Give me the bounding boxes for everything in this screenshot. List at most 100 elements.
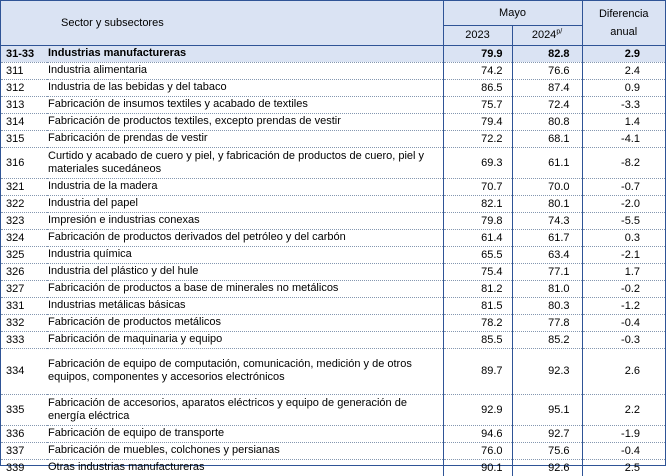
value-2024: 80.3 [511, 297, 582, 315]
value-2024: 61.1 [511, 147, 582, 179]
value-2024: 77.8 [511, 314, 582, 332]
subsector-code: 336 [1, 425, 47, 443]
subsector-name: Industria de las bebidas y del tabaco [47, 79, 443, 97]
annual-difference: -8.2 [581, 147, 665, 179]
subsector-name: Fabricación de prendas de vestir [47, 130, 443, 148]
total-name: Industrias manufactureras [47, 44, 443, 63]
sector-header: Sector y subsectores [1, 1, 443, 45]
subsector-name: Industria alimentaria [47, 62, 443, 80]
table-row: 337 Fabricación de muebles, colchones y p… [1, 442, 665, 460]
value-2023: 81.2 [442, 280, 512, 298]
value-2024: 80.1 [511, 195, 582, 213]
value-2023: 79.8 [442, 212, 512, 230]
subsector-code: 322 [1, 195, 47, 213]
annual-difference: -0.7 [581, 178, 665, 196]
annual-difference: -0.4 [581, 442, 665, 460]
subsector-code: 327 [1, 280, 47, 298]
subsector-name: Industria del plástico y del hule [47, 263, 443, 281]
subsector-name: Fabricación de muebles, colchones y pers… [47, 442, 443, 460]
value-2023: 81.5 [442, 297, 512, 315]
value-2024: 75.6 [511, 442, 582, 460]
table-row: 335 Fabricación de accesorios, aparatos e… [1, 394, 665, 426]
subsector-name: Industria química [47, 246, 443, 264]
annual-difference-line2: anual [610, 25, 638, 38]
value-2024: 61.7 [511, 229, 582, 247]
value-2023: 90.1 [442, 459, 512, 476]
value-2024: 68.1 [511, 130, 582, 148]
annual-difference: -2.0 [581, 195, 665, 213]
table-row: 325 Industria química 65.5 63.4 -2.1 [1, 246, 665, 264]
annual-difference: -3.3 [581, 96, 665, 114]
annual-difference: -1.2 [581, 297, 665, 315]
value-2024: 95.1 [511, 394, 582, 426]
annual-difference: 2.2 [581, 394, 665, 426]
subsector-name: Industria del papel [47, 195, 443, 213]
subsector-code: 311 [1, 62, 47, 80]
value-2023: 61.4 [442, 229, 512, 247]
value-2024: 80.8 [511, 113, 582, 131]
subsector-code: 312 [1, 79, 47, 97]
subsector-code: 316 [1, 147, 47, 179]
table-row: 321 Industria de la madera 70.7 70.0 -0.7 [1, 178, 665, 196]
value-2024: 77.1 [511, 263, 582, 281]
annual-difference-line1: Diferencia [598, 7, 649, 20]
annual-difference: 0.9 [581, 79, 665, 97]
value-2024: 92.7 [511, 425, 582, 443]
value-2023: 86.5 [442, 79, 512, 97]
subsector-code: 331 [1, 297, 47, 315]
value-2024: 63.4 [511, 246, 582, 264]
subsector-code: 313 [1, 96, 47, 114]
subsector-name: Impresión e industrias conexas [47, 212, 443, 230]
annual-difference-header: Diferencia anual [581, 1, 665, 45]
table-row: 326 Industria del plástico y del hule 75.4… [1, 263, 665, 281]
subsector-code: 332 [1, 314, 47, 332]
value-2024: 72.4 [511, 96, 582, 114]
subsector-name: Otras industrias manufactureras [48, 461, 205, 473]
table-row: 322 Industria del papel 82.1 80.1 -2.0 [1, 195, 665, 213]
value-2024: 92.3 [511, 348, 582, 395]
value-2023: 76.0 [442, 442, 512, 460]
subsector-name: Fabricación de equipo de transporte [47, 425, 443, 443]
value-2023: 85.5 [442, 331, 512, 349]
value-2023: 74.2 [442, 62, 512, 80]
value-2024: 74.3 [511, 212, 582, 230]
annual-difference: 1.4 [581, 113, 665, 131]
subsector-code: 315 [1, 130, 47, 148]
table-body: 31-33 Industrias manufactureras 79.9 82.… [1, 44, 665, 476]
subsector-code: 326 [1, 263, 47, 281]
annual-difference: -5.5 [581, 212, 665, 230]
value-2024: 85.2 [511, 331, 582, 349]
subsector-code: 339 [6, 461, 25, 474]
value-2024: 81.0 [511, 280, 582, 298]
subsector-code: 324 [1, 229, 47, 247]
value-2023: 69.3 [442, 147, 512, 179]
subsector-code: 333 [1, 331, 47, 349]
table-row: 313 Fabricación de insumos textiles y aca… [1, 96, 665, 114]
subsector-code: 337 [1, 442, 47, 460]
annual-difference: -2.1 [581, 246, 665, 264]
table-row: 334 Fabricación de equipo de computación,… [1, 348, 665, 395]
annual-difference: 1.7 [581, 263, 665, 281]
annual-difference: 0.3 [581, 229, 665, 247]
subsector-name: Fabricación de accesorios, aparatos eléc… [47, 394, 443, 426]
table-row: 331 Industrias metálicas básicas 81.5 80.3-… [1, 297, 665, 315]
table-row: 312 Industria de las bebidas y del tabaco… [1, 79, 665, 97]
year-2024-label: 2024 [531, 29, 557, 41]
subsector-name: Fabricación de insumos textiles y acabad… [47, 96, 443, 114]
subsector-name: Fabricación de productos metálicos [47, 314, 443, 332]
table-row: 336 Fabricación de equipo de transporte 94… [1, 425, 665, 443]
value-2023: 78.2 [442, 314, 512, 332]
value-2023: 65.5 [442, 246, 512, 264]
total-difference: 2.9 [581, 44, 665, 63]
preliminary-mark: p/ [556, 28, 563, 36]
may-header: Mayo [442, 1, 582, 26]
subsector-code: 323 [1, 212, 47, 230]
subsector-code: 325 [1, 246, 47, 264]
value-2024: 76.6 [511, 62, 582, 80]
subsector-name: Industrias metálicas básicas [47, 297, 443, 315]
value-2024: 70.0 [511, 178, 582, 196]
total-row: 31-33 Industrias manufactureras 79.9 82.… [1, 44, 665, 63]
table-row: 316 Curtido y acabado de cuero y piel, y … [1, 147, 665, 179]
subsector-code: 314 [1, 113, 47, 131]
